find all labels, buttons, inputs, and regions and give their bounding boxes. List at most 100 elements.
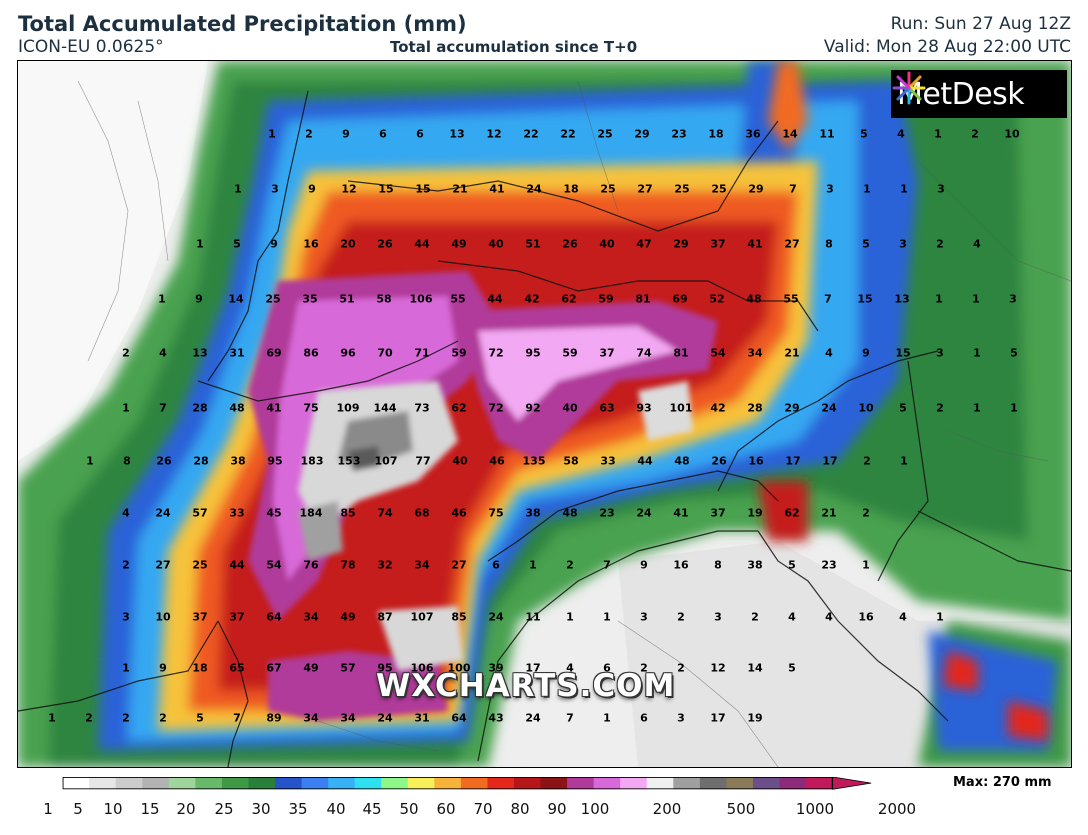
precip-value-label: 1 xyxy=(48,711,56,725)
precip-value-label: 81 xyxy=(635,292,651,306)
precip-value-label: 38 xyxy=(230,454,246,468)
precip-value-label: 35 xyxy=(302,292,318,306)
precip-value-label: 72 xyxy=(488,346,504,360)
precip-value-label: 2 xyxy=(305,127,313,141)
precip-value-label: 153 xyxy=(337,454,361,468)
precip-value-label: 11 xyxy=(525,610,541,624)
precip-value-label: 106 xyxy=(409,292,433,306)
precip-value-label: 10 xyxy=(155,610,171,624)
precip-value-label: 89 xyxy=(266,711,282,725)
max-value-label: Max: 270 mm xyxy=(953,775,1052,790)
precip-value-label: 4 xyxy=(566,661,574,675)
precip-value-label: 2 xyxy=(566,558,574,572)
precip-value-label: 1 xyxy=(603,610,611,624)
precip-value-label: 183 xyxy=(300,454,324,468)
precip-value-label: 38 xyxy=(747,558,763,572)
precip-value-label: 40 xyxy=(488,237,504,251)
precip-value-label: 2 xyxy=(936,237,944,251)
precip-value-label: 87 xyxy=(377,610,393,624)
precip-value-label: 1 xyxy=(603,711,611,725)
precip-value-label: 13 xyxy=(449,127,465,141)
precip-value-label: 9 xyxy=(862,346,870,360)
precip-value-label: 2 xyxy=(85,711,93,725)
precip-value-label: 3 xyxy=(937,182,945,196)
precip-value-label: 24 xyxy=(155,506,171,520)
precip-value-label: 1 xyxy=(196,237,204,251)
precip-value-label: 48 xyxy=(746,292,762,306)
colorbar-swatch xyxy=(381,777,409,790)
precip-value-label: 17 xyxy=(785,454,801,468)
precip-value-label: 26 xyxy=(711,454,727,468)
precip-value-label: 1 xyxy=(234,182,242,196)
precip-value-label: 4 xyxy=(899,610,907,624)
precip-value-label: 18 xyxy=(192,661,208,675)
precip-value-label: 19 xyxy=(747,506,763,520)
precip-value-label: 1 xyxy=(863,182,871,196)
precip-value-label: 6 xyxy=(640,711,648,725)
colorbar-tick-label: 70 xyxy=(473,800,493,818)
precip-value-label: 6 xyxy=(492,558,500,572)
precip-value-label: 9 xyxy=(640,558,648,572)
precip-value-label: 1 xyxy=(973,346,981,360)
precip-value-label: 8 xyxy=(123,454,131,468)
precip-value-label: 4 xyxy=(788,610,796,624)
precip-value-label: 9 xyxy=(342,127,350,141)
precip-value-label: 2 xyxy=(122,711,130,725)
precip-value-label: 34 xyxy=(303,711,319,725)
precip-value-label: 37 xyxy=(599,346,615,360)
precip-value-label: 24 xyxy=(821,401,837,415)
precip-value-label: 6 xyxy=(603,661,611,675)
precip-value-label: 46 xyxy=(451,506,467,520)
precip-value-label: 1 xyxy=(973,401,981,415)
precip-value-label: 14 xyxy=(228,292,244,306)
precip-value-label: 2 xyxy=(640,661,648,675)
precip-value-label: 5 xyxy=(899,401,907,415)
precip-value-label: 7 xyxy=(233,711,241,725)
precip-value-label: 62 xyxy=(561,292,577,306)
precip-value-label: 4 xyxy=(825,346,833,360)
precip-value-label: 8 xyxy=(825,237,833,251)
precip-value-label: 27 xyxy=(155,558,171,572)
precip-value-label: 48 xyxy=(229,401,245,415)
precip-value-label: 75 xyxy=(488,506,504,520)
precip-value-label: 49 xyxy=(303,661,319,675)
colorbar-tick-label: 35 xyxy=(288,800,308,818)
precip-value-label: 54 xyxy=(266,558,282,572)
precip-value-label: 5 xyxy=(788,661,796,675)
wxcharts-watermark: WXCHARTS.COM xyxy=(376,668,676,704)
precip-value-label: 42 xyxy=(524,292,540,306)
precip-value-label: 12 xyxy=(486,127,502,141)
colorbar-tick-label: 1000 xyxy=(795,800,835,818)
metdesk-logo: MetDesk xyxy=(891,70,1067,118)
metdesk-starburst-icon xyxy=(892,71,926,105)
precip-value-label: 25 xyxy=(600,182,616,196)
precip-value-label: 25 xyxy=(597,127,613,141)
precip-value-label: 11 xyxy=(819,127,835,141)
colorbar-swatch xyxy=(646,777,674,790)
colorbar-swatch xyxy=(806,777,834,790)
colorbar-swatch xyxy=(115,777,143,790)
precip-value-label: 45 xyxy=(266,506,282,520)
precip-value-label: 107 xyxy=(374,454,398,468)
precip-value-label: 44 xyxy=(414,237,430,251)
precip-value-label: 107 xyxy=(410,610,434,624)
precip-value-label: 1 xyxy=(900,454,908,468)
colorbar-swatch xyxy=(89,777,117,790)
precip-value-label: 37 xyxy=(710,237,726,251)
precip-value-label: 95 xyxy=(377,661,393,675)
precip-value-label: 27 xyxy=(637,182,653,196)
metdesk-logo-text: MetDesk xyxy=(897,76,1025,112)
precip-value-label: 1 xyxy=(862,558,870,572)
colorbar-swatch xyxy=(567,777,595,790)
precip-value-label: 47 xyxy=(636,237,652,251)
precip-value-label: 1 xyxy=(934,127,942,141)
precip-value-label: 9 xyxy=(159,661,167,675)
precip-value-label: 4 xyxy=(825,610,833,624)
precip-value-label: 23 xyxy=(671,127,687,141)
precip-value-label: 135 xyxy=(522,454,546,468)
precip-value-label: 4 xyxy=(973,237,981,251)
precip-value-label: 28 xyxy=(192,401,208,415)
precip-value-label: 7 xyxy=(789,182,797,196)
colorbar-tick-label: 50 xyxy=(399,800,419,818)
precipitation-map[interactable]: MetDesk 1 2 9 6 6 13 12 22 22 25 29 23 18 36 14 11 5 4 1 2 1… xyxy=(17,60,1072,768)
